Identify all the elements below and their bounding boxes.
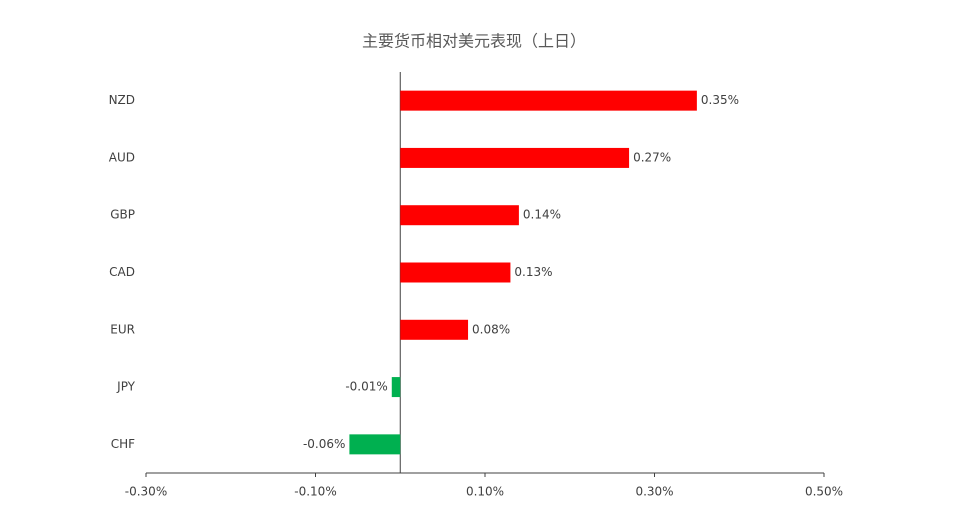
value-label: -0.01% bbox=[345, 380, 387, 394]
bar bbox=[400, 319, 469, 340]
bar bbox=[400, 147, 630, 168]
value-label: -0.06% bbox=[303, 437, 345, 451]
y-tick-label: AUD bbox=[109, 150, 135, 164]
y-tick-label: CHF bbox=[111, 437, 135, 451]
y-tick-label: GBP bbox=[110, 208, 135, 222]
value-label: 0.35% bbox=[701, 93, 739, 107]
value-label: 0.13% bbox=[514, 265, 552, 279]
value-label: 0.14% bbox=[523, 208, 561, 222]
bar bbox=[400, 90, 697, 111]
y-tick-label: EUR bbox=[110, 322, 135, 336]
bar bbox=[400, 262, 511, 283]
x-tick-label: 0.10% bbox=[466, 485, 504, 499]
x-tick-label: -0.10% bbox=[294, 485, 336, 499]
bar bbox=[349, 434, 401, 455]
x-tick-label: -0.30% bbox=[125, 485, 167, 499]
x-tick-label: 0.50% bbox=[805, 485, 843, 499]
y-tick-label: JPY bbox=[116, 380, 136, 394]
value-label: 0.27% bbox=[633, 150, 671, 164]
y-tick-label: NZD bbox=[109, 93, 135, 107]
value-label: 0.08% bbox=[472, 322, 510, 336]
x-tick-label: 0.30% bbox=[635, 485, 673, 499]
bar bbox=[391, 377, 401, 398]
chart-title: 主要货币相对美元表现（上日） bbox=[362, 32, 586, 51]
bar bbox=[400, 205, 519, 226]
y-tick-label: CAD bbox=[109, 265, 135, 279]
